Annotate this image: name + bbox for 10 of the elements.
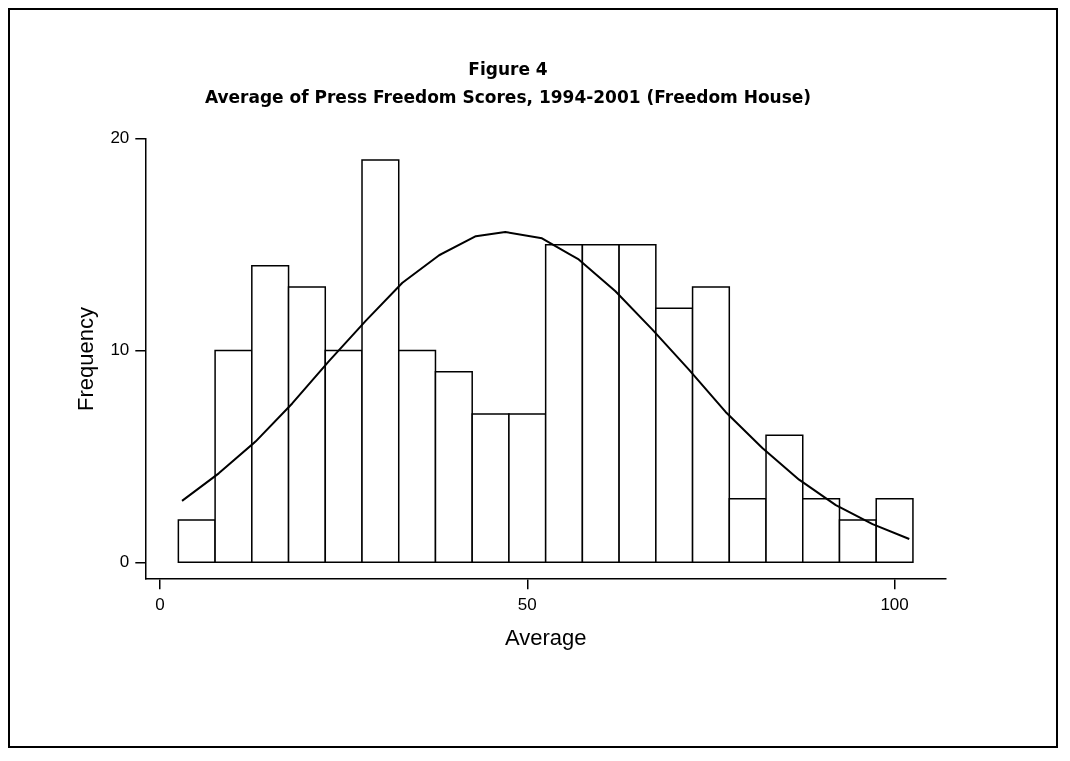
x-tick-label: 50: [517, 595, 537, 615]
x-axis-title: Average: [504, 624, 587, 650]
chart-subtitle: Average of Press Freedom Scores, 1994-2001 (Freedom House): [204, 87, 812, 108]
y-tick-label: 20: [110, 128, 130, 148]
y-axis-title: Frequency: [73, 307, 99, 411]
chart-title: Figure 4: [468, 58, 548, 79]
y-tick-label: 0: [119, 551, 130, 571]
x-tick-label: 0: [155, 595, 165, 615]
x-tick-label: 100: [880, 595, 909, 615]
y-tick-label: 10: [110, 340, 130, 360]
